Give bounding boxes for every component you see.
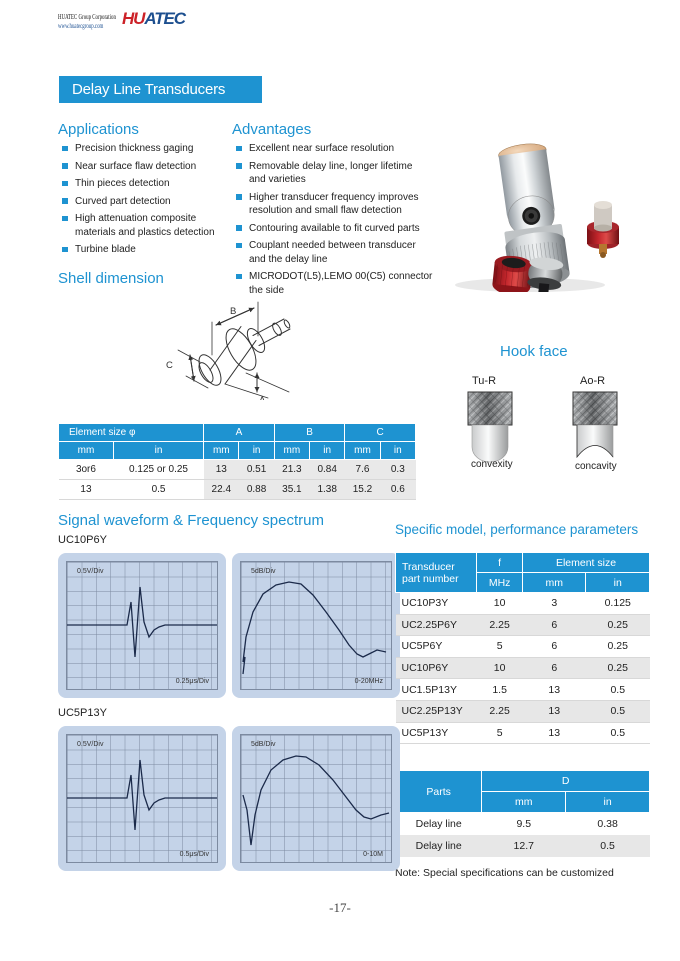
svg-text:A: A	[259, 395, 266, 400]
svg-text:convexity: convexity	[471, 459, 513, 470]
svg-text:B: B	[230, 306, 236, 317]
svg-text:concavity: concavity	[575, 461, 617, 472]
svg-text:Tu-R: Tu-R	[472, 375, 496, 387]
svg-text:C: C	[166, 360, 173, 371]
svg-text:Ao-R: Ao-R	[580, 375, 605, 387]
